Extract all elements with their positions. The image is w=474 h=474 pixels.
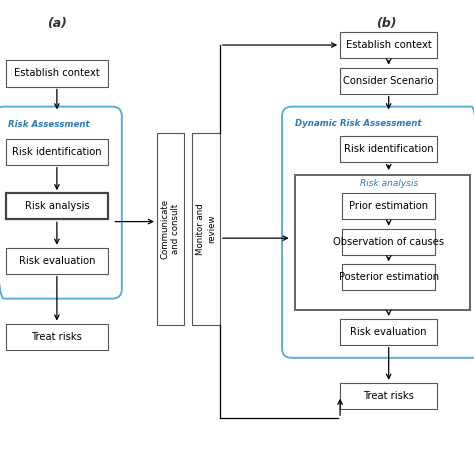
FancyBboxPatch shape xyxy=(6,138,108,165)
Text: (a): (a) xyxy=(47,17,67,29)
Text: Communicate
and consult: Communicate and consult xyxy=(161,199,180,259)
Text: Risk evaluation: Risk evaluation xyxy=(350,327,427,337)
FancyBboxPatch shape xyxy=(6,324,108,350)
Text: (b): (b) xyxy=(376,17,397,29)
Text: Risk identification: Risk identification xyxy=(344,144,434,155)
Text: Prior estimation: Prior estimation xyxy=(349,201,428,211)
Text: Establish context: Establish context xyxy=(14,68,100,79)
Text: Treat risks: Treat risks xyxy=(31,331,82,342)
Text: Risk identification: Risk identification xyxy=(12,146,102,157)
Text: Risk Assessment: Risk Assessment xyxy=(8,120,89,129)
Text: Risk analysis: Risk analysis xyxy=(360,179,418,188)
Text: Risk analysis: Risk analysis xyxy=(25,201,89,211)
FancyBboxPatch shape xyxy=(342,193,435,219)
FancyBboxPatch shape xyxy=(342,264,435,290)
Text: Consider Scenario: Consider Scenario xyxy=(344,75,434,86)
FancyBboxPatch shape xyxy=(6,61,108,87)
Text: Establish context: Establish context xyxy=(346,40,431,50)
Text: Observation of causes: Observation of causes xyxy=(333,237,444,247)
FancyBboxPatch shape xyxy=(157,133,184,325)
FancyBboxPatch shape xyxy=(340,67,437,94)
FancyBboxPatch shape xyxy=(192,133,220,325)
Text: Monitor and
review: Monitor and review xyxy=(197,203,216,255)
FancyBboxPatch shape xyxy=(6,248,108,274)
FancyBboxPatch shape xyxy=(340,136,437,162)
FancyBboxPatch shape xyxy=(340,383,437,409)
Text: Dynamic Risk Assessment: Dynamic Risk Assessment xyxy=(295,119,421,128)
FancyBboxPatch shape xyxy=(6,193,108,219)
Text: Risk evaluation: Risk evaluation xyxy=(18,255,95,266)
FancyBboxPatch shape xyxy=(340,32,437,58)
Text: Treat risks: Treat risks xyxy=(363,391,414,401)
FancyBboxPatch shape xyxy=(342,229,435,255)
Text: Posterior estimation: Posterior estimation xyxy=(338,272,439,283)
FancyBboxPatch shape xyxy=(340,319,437,345)
